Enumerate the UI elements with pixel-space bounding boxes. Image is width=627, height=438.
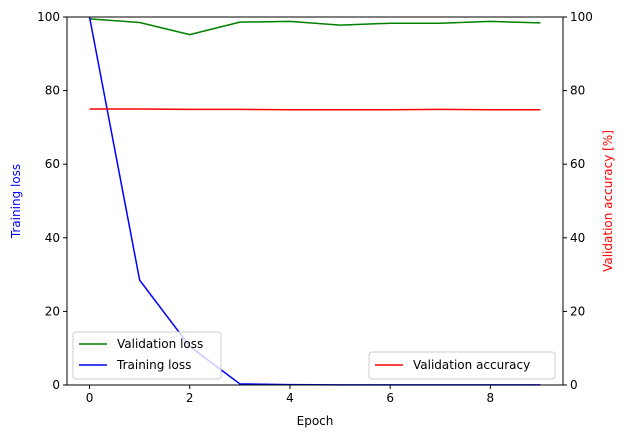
left-axis-label: Training loss — [9, 164, 23, 239]
legend-left-frame — [72, 331, 222, 380]
right-axis-label: Validation accuracy [%] — [601, 130, 615, 272]
left-tick-label: 20 — [45, 304, 60, 318]
right-tick-label: 100 — [570, 10, 593, 24]
right-axis-ticks: 0 20 40 60 80 100 — [563, 10, 593, 392]
legend-right-frame — [368, 351, 556, 380]
series-line-validation-accuracy — [89, 108, 541, 111]
series-line-training-loss — [88, 16, 541, 386]
x-axis-label: Epoch — [297, 414, 334, 428]
series-layer — [88, 16, 541, 386]
left-tick-label: 100 — [37, 10, 60, 24]
right-tick-label: 80 — [570, 84, 585, 98]
legend-label-training-loss: Training loss — [116, 358, 191, 372]
right-tick-label: 60 — [570, 157, 585, 171]
plot-frame — [66, 16, 564, 386]
x-tick-label: 8 — [487, 391, 495, 405]
left-tick-label: 0 — [52, 378, 60, 392]
legend-label-validation-accuracy: Validation accuracy — [413, 358, 530, 372]
right-tick-label: 0 — [570, 378, 578, 392]
x-tick-label: 4 — [286, 391, 294, 405]
x-tick-label: 2 — [186, 391, 194, 405]
right-tick-label: 20 — [570, 304, 585, 318]
left-tick-label: 60 — [45, 157, 60, 171]
x-tick-label: 6 — [386, 391, 394, 405]
legend-label-validation-loss: Validation loss — [117, 337, 203, 351]
left-tick-label: 40 — [45, 231, 60, 245]
left-tick-label: 80 — [45, 84, 60, 98]
series-line-validation-loss — [89, 18, 541, 36]
legend-right: Validation accuracy — [368, 351, 556, 380]
x-axis-ticks: 0 2 4 6 8 — [86, 385, 494, 405]
left-axis-ticks: 0 20 40 60 80 100 — [37, 10, 67, 392]
right-tick-label: 40 — [570, 231, 585, 245]
x-tick-label: 0 — [86, 391, 94, 405]
legend-left: Validation loss Training loss — [72, 331, 222, 380]
